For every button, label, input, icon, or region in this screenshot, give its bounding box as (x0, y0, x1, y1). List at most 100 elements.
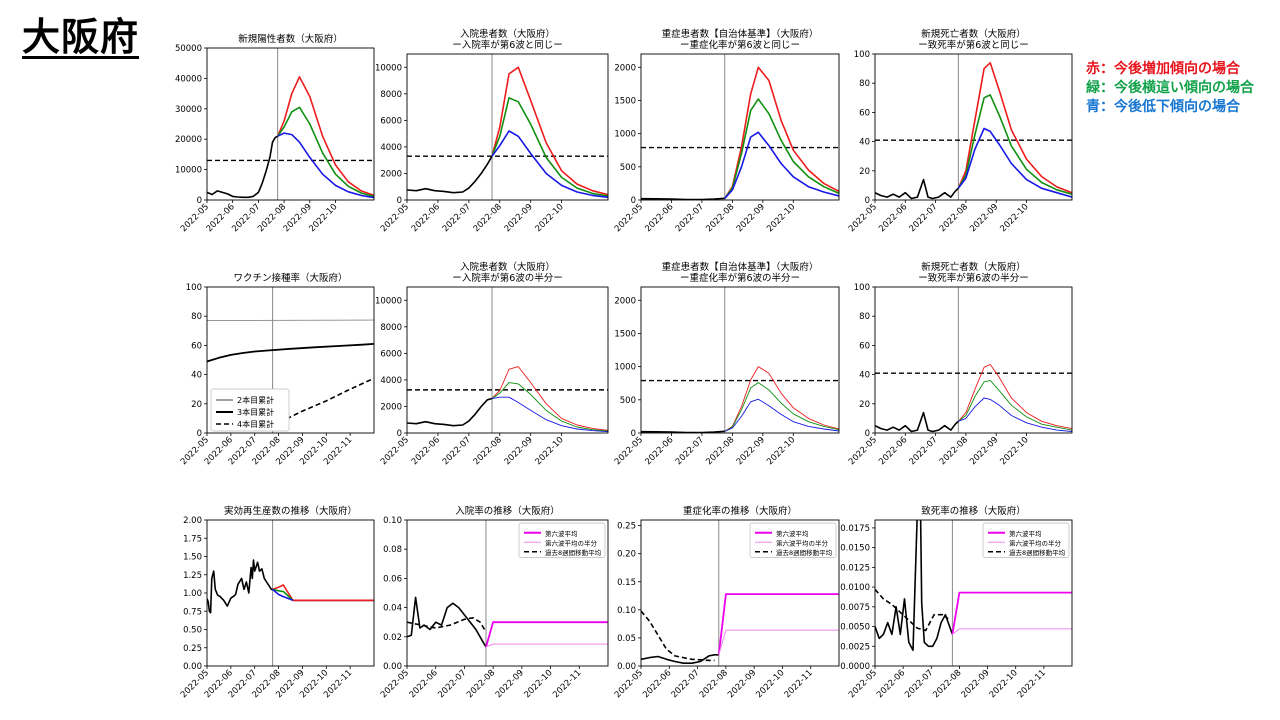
legend-box (749, 522, 837, 558)
plot-frame (874, 286, 1073, 434)
y-tick-label: 6000 (380, 116, 402, 126)
x-tick-label: 2022-10 (523, 668, 555, 700)
x-tick-label: 2022-07 (670, 668, 702, 700)
series-line-black (207, 135, 279, 199)
legend-label: 2本目累計 (237, 395, 274, 405)
series-line-black (407, 155, 493, 194)
y-tick-label: 20 (191, 400, 202, 410)
y-tick-label: 40 (191, 371, 202, 381)
chart-title: ー重症化率が第6波の半分ー (680, 272, 800, 284)
x-tick-label: 2022-06 (410, 202, 442, 234)
series-line-green (491, 97, 608, 197)
x-tick-label: 2022-10 (307, 202, 339, 234)
series-line-green (724, 98, 839, 199)
chart-c4: 新規死亡者数（大阪府）ー致死率が第6波と同じー 0 20 40 60 80 100 2022-… (847, 28, 1073, 234)
plot-frame (406, 53, 609, 201)
chart-title: 新規死亡者数（大阪府） (921, 261, 1026, 273)
y-tick-label: 1.50 (183, 553, 202, 563)
chart-title: ー入院率が第6波の半分ー (452, 272, 563, 284)
chart-title: 致死率の推移（大阪府） (921, 505, 1026, 517)
y-tick-label: 0.06 (383, 574, 402, 584)
chart-c10: 入院率の推移（大阪府） 0.00 0.02 0.04 0.06 0.08 0.10 2022-… (379, 505, 609, 700)
series-line-blue (491, 130, 608, 199)
x-tick-label: 2022-08 (698, 668, 730, 700)
y-tick-label: 100 (854, 283, 870, 293)
y-tick-label: 1500 (614, 329, 636, 339)
legend-label: 過去8週間移動平均 (1009, 548, 1066, 557)
y-tick-label: 0 (631, 429, 636, 439)
series-line-black (875, 178, 959, 200)
y-tick-label: 1500 (614, 96, 636, 106)
y-tick-label: 0.04 (383, 604, 402, 614)
chart-title: 重症患者数【自治体基準】（大阪府） (662, 261, 819, 273)
x-tick-label: 2022-09 (503, 202, 535, 234)
legend-box (982, 522, 1070, 558)
series-line-black (641, 430, 725, 433)
y-tick-label: 20000 (175, 135, 202, 145)
y-tick-label: 0.0050 (840, 623, 870, 633)
chart-title: 入院患者数（大阪府） (460, 261, 555, 273)
chart-title: 重症患者数【自治体基準】（大阪府） (662, 28, 819, 40)
x-tick-label: 2022-10 (998, 202, 1030, 234)
y-tick-label: 4000 (380, 376, 402, 386)
y-tick-label: 1.75 (183, 534, 202, 544)
y-tick-label: 30000 (175, 105, 202, 115)
series-line-blue (958, 397, 1072, 432)
plot-frame (406, 286, 609, 434)
y-tick-label: 0 (865, 429, 870, 439)
x-tick-label: 2022-06 (641, 668, 673, 700)
series-line-black (875, 411, 959, 433)
y-tick-label: 40000 (175, 74, 202, 84)
x-tick-label: 2022-09 (968, 435, 1000, 467)
series-line-black (875, 520, 954, 652)
series-line-pink (485, 643, 608, 648)
x-tick-label: 2022-08 (472, 435, 504, 467)
plot-frame (406, 519, 609, 667)
plot-frame (874, 519, 1073, 667)
x-tick-label: 2022-05 (847, 435, 879, 467)
chart-c3: 重症患者数【自治体基準】（大阪府）ー重症化率が第6波と同じー 0 500 1000 15… (613, 28, 840, 234)
y-tick-label: 0.00 (617, 662, 636, 672)
series-line-green (491, 382, 608, 432)
y-tick-label: 0.25 (183, 644, 202, 654)
x-tick-label: 2022-05 (379, 202, 411, 234)
y-tick-label: 2.00 (183, 516, 202, 526)
x-tick-label: 2022-11 (783, 668, 815, 700)
chart-c5: ワクチン接種率（大阪府）0204060801002022-052022-0620… (179, 272, 375, 467)
chart-legend: 2本目累計 3本目累計 4本目累計 (210, 388, 290, 432)
y-tick-label: 0.10 (617, 606, 636, 616)
legend-label: 第六波平均の半分 (776, 538, 829, 547)
y-tick-label: 0.25 (617, 522, 636, 532)
x-tick-label: 2022-06 (643, 435, 675, 467)
series-line-magenta (717, 593, 839, 655)
series-line-red (957, 363, 1072, 430)
chart-title: ー重症化率が第6波と同じー (680, 39, 800, 51)
x-tick-label: 2022-08 (704, 202, 736, 234)
series-line-blue (724, 398, 839, 432)
x-tick-label: 2022-08 (704, 435, 736, 467)
x-tick-label: 2022-06 (877, 202, 909, 234)
y-tick-label: 1.25 (183, 571, 202, 581)
plot-frame (206, 519, 375, 667)
x-tick-label: 2022-07 (903, 668, 935, 700)
x-tick-label: 2022-06 (408, 668, 440, 700)
y-tick-label: 0.05 (617, 634, 636, 644)
y-tick-label: 0.10 (383, 516, 402, 526)
x-tick-label: 2022-10 (765, 202, 797, 234)
y-tick-label: 0.0150 (840, 544, 870, 554)
plot-frame (206, 47, 375, 201)
x-tick-label: 2022-10 (998, 435, 1030, 467)
series-line-magenta (951, 591, 1072, 635)
chart-title: 実効再生産数の推移（大阪府） (224, 505, 357, 517)
y-tick-label: 0.02 (383, 633, 402, 643)
plot-frame (640, 519, 840, 667)
y-tick-label: 8000 (380, 90, 402, 100)
x-tick-label: 2022-05 (379, 668, 411, 700)
y-tick-label: 2000 (614, 63, 636, 73)
y-tick-label: 0.08 (383, 545, 402, 555)
legend-label: 第六波平均の半分 (545, 538, 598, 547)
x-tick-label: 2022-08 (938, 435, 970, 467)
x-tick-label: 2022-09 (968, 202, 1000, 234)
